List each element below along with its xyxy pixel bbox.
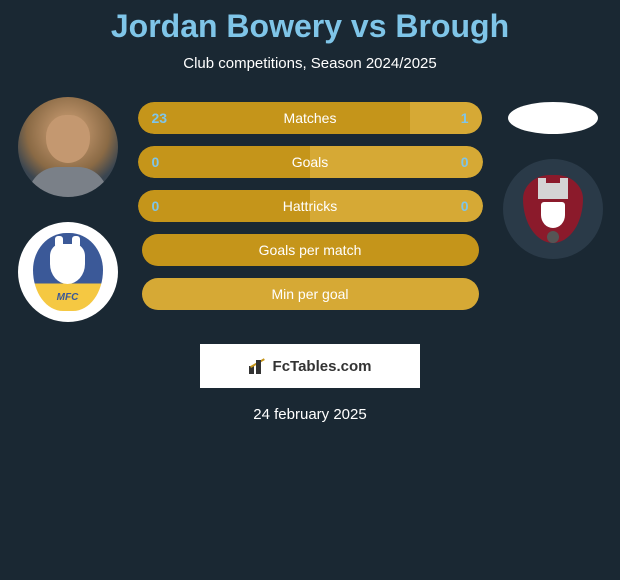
stat-left-value: 0 (152, 154, 160, 170)
stat-left-bar: 0 (138, 146, 311, 178)
stat-row-matches: 23 Matches 1 (138, 102, 483, 134)
stat-left-value: 0 (152, 198, 160, 214)
badge1-shield: MFC (33, 233, 103, 311)
stat-label: Goals (292, 154, 329, 170)
stat-row-mpg: Min per goal (142, 278, 479, 310)
stat-right-bar: 0 (310, 146, 483, 178)
subtitle: Club competitions, Season 2024/2025 (0, 55, 620, 72)
player2-badge (503, 159, 603, 259)
stat-row-goals: 0 Goals 0 (138, 146, 483, 178)
player1-avatar (18, 97, 118, 197)
stat-right-bar: 1 (410, 102, 482, 134)
stat-right-value: 0 (461, 154, 469, 170)
badge2-shield (523, 175, 583, 243)
ball-icon (547, 231, 559, 243)
attribution-text: FcTables.com (273, 358, 372, 375)
footer-date: 24 february 2025 (0, 406, 620, 423)
main-area: MFC 23 Matches 1 0 Goals 0 (0, 97, 620, 322)
player1-badge: MFC (18, 222, 118, 322)
attribution-box[interactable]: FcTables.com (200, 344, 420, 388)
player2-avatar (508, 102, 598, 134)
badge1-text: MFC (57, 292, 79, 303)
stat-label: Matches (284, 110, 337, 126)
stat-label: Hattricks (283, 198, 337, 214)
stag-icon (50, 244, 85, 284)
inner-shield-icon (541, 202, 565, 228)
stat-left-bar: 23 (138, 102, 411, 134)
stat-left-value: 23 (152, 110, 168, 126)
page-title: Jordan Bowery vs Brough (0, 8, 620, 45)
player-right-column (498, 97, 608, 259)
player-left-column: MFC (13, 97, 123, 322)
stat-right-value: 0 (461, 198, 469, 214)
chart-icon-line (250, 358, 265, 368)
castle-icon (538, 183, 568, 199)
comparison-container: Jordan Bowery vs Brough Club competition… (0, 0, 620, 423)
stat-right-value: 1 (461, 110, 469, 126)
stats-column: 23 Matches 1 0 Goals 0 0 (138, 97, 483, 310)
stat-row-hattricks: 0 Hattricks 0 (138, 190, 483, 222)
stat-row-gpm: Goals per match (142, 234, 479, 266)
chart-icon (249, 358, 269, 374)
